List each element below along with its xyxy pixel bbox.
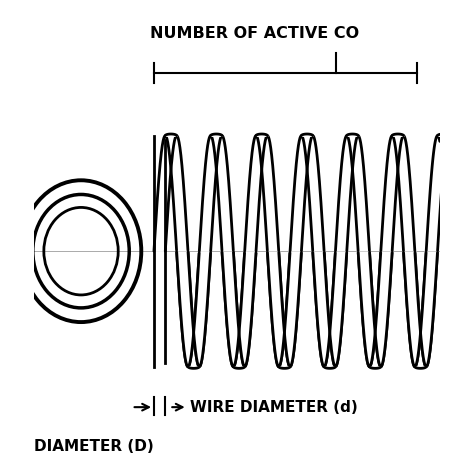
Polygon shape [336, 136, 369, 251]
Polygon shape [290, 136, 324, 251]
Polygon shape [426, 136, 451, 251]
Polygon shape [200, 136, 233, 251]
Polygon shape [381, 136, 415, 251]
Text: NUMBER OF ACTIVE CO: NUMBER OF ACTIVE CO [150, 26, 359, 40]
Text: DIAMETER (D): DIAMETER (D) [35, 439, 154, 454]
Polygon shape [154, 136, 188, 251]
Polygon shape [403, 253, 438, 366]
Polygon shape [313, 253, 346, 366]
Polygon shape [245, 136, 279, 251]
Polygon shape [177, 252, 210, 367]
Polygon shape [267, 252, 301, 366]
Polygon shape [358, 253, 392, 366]
Polygon shape [222, 252, 256, 367]
Text: WIRE DIAMETER (d): WIRE DIAMETER (d) [190, 400, 357, 415]
